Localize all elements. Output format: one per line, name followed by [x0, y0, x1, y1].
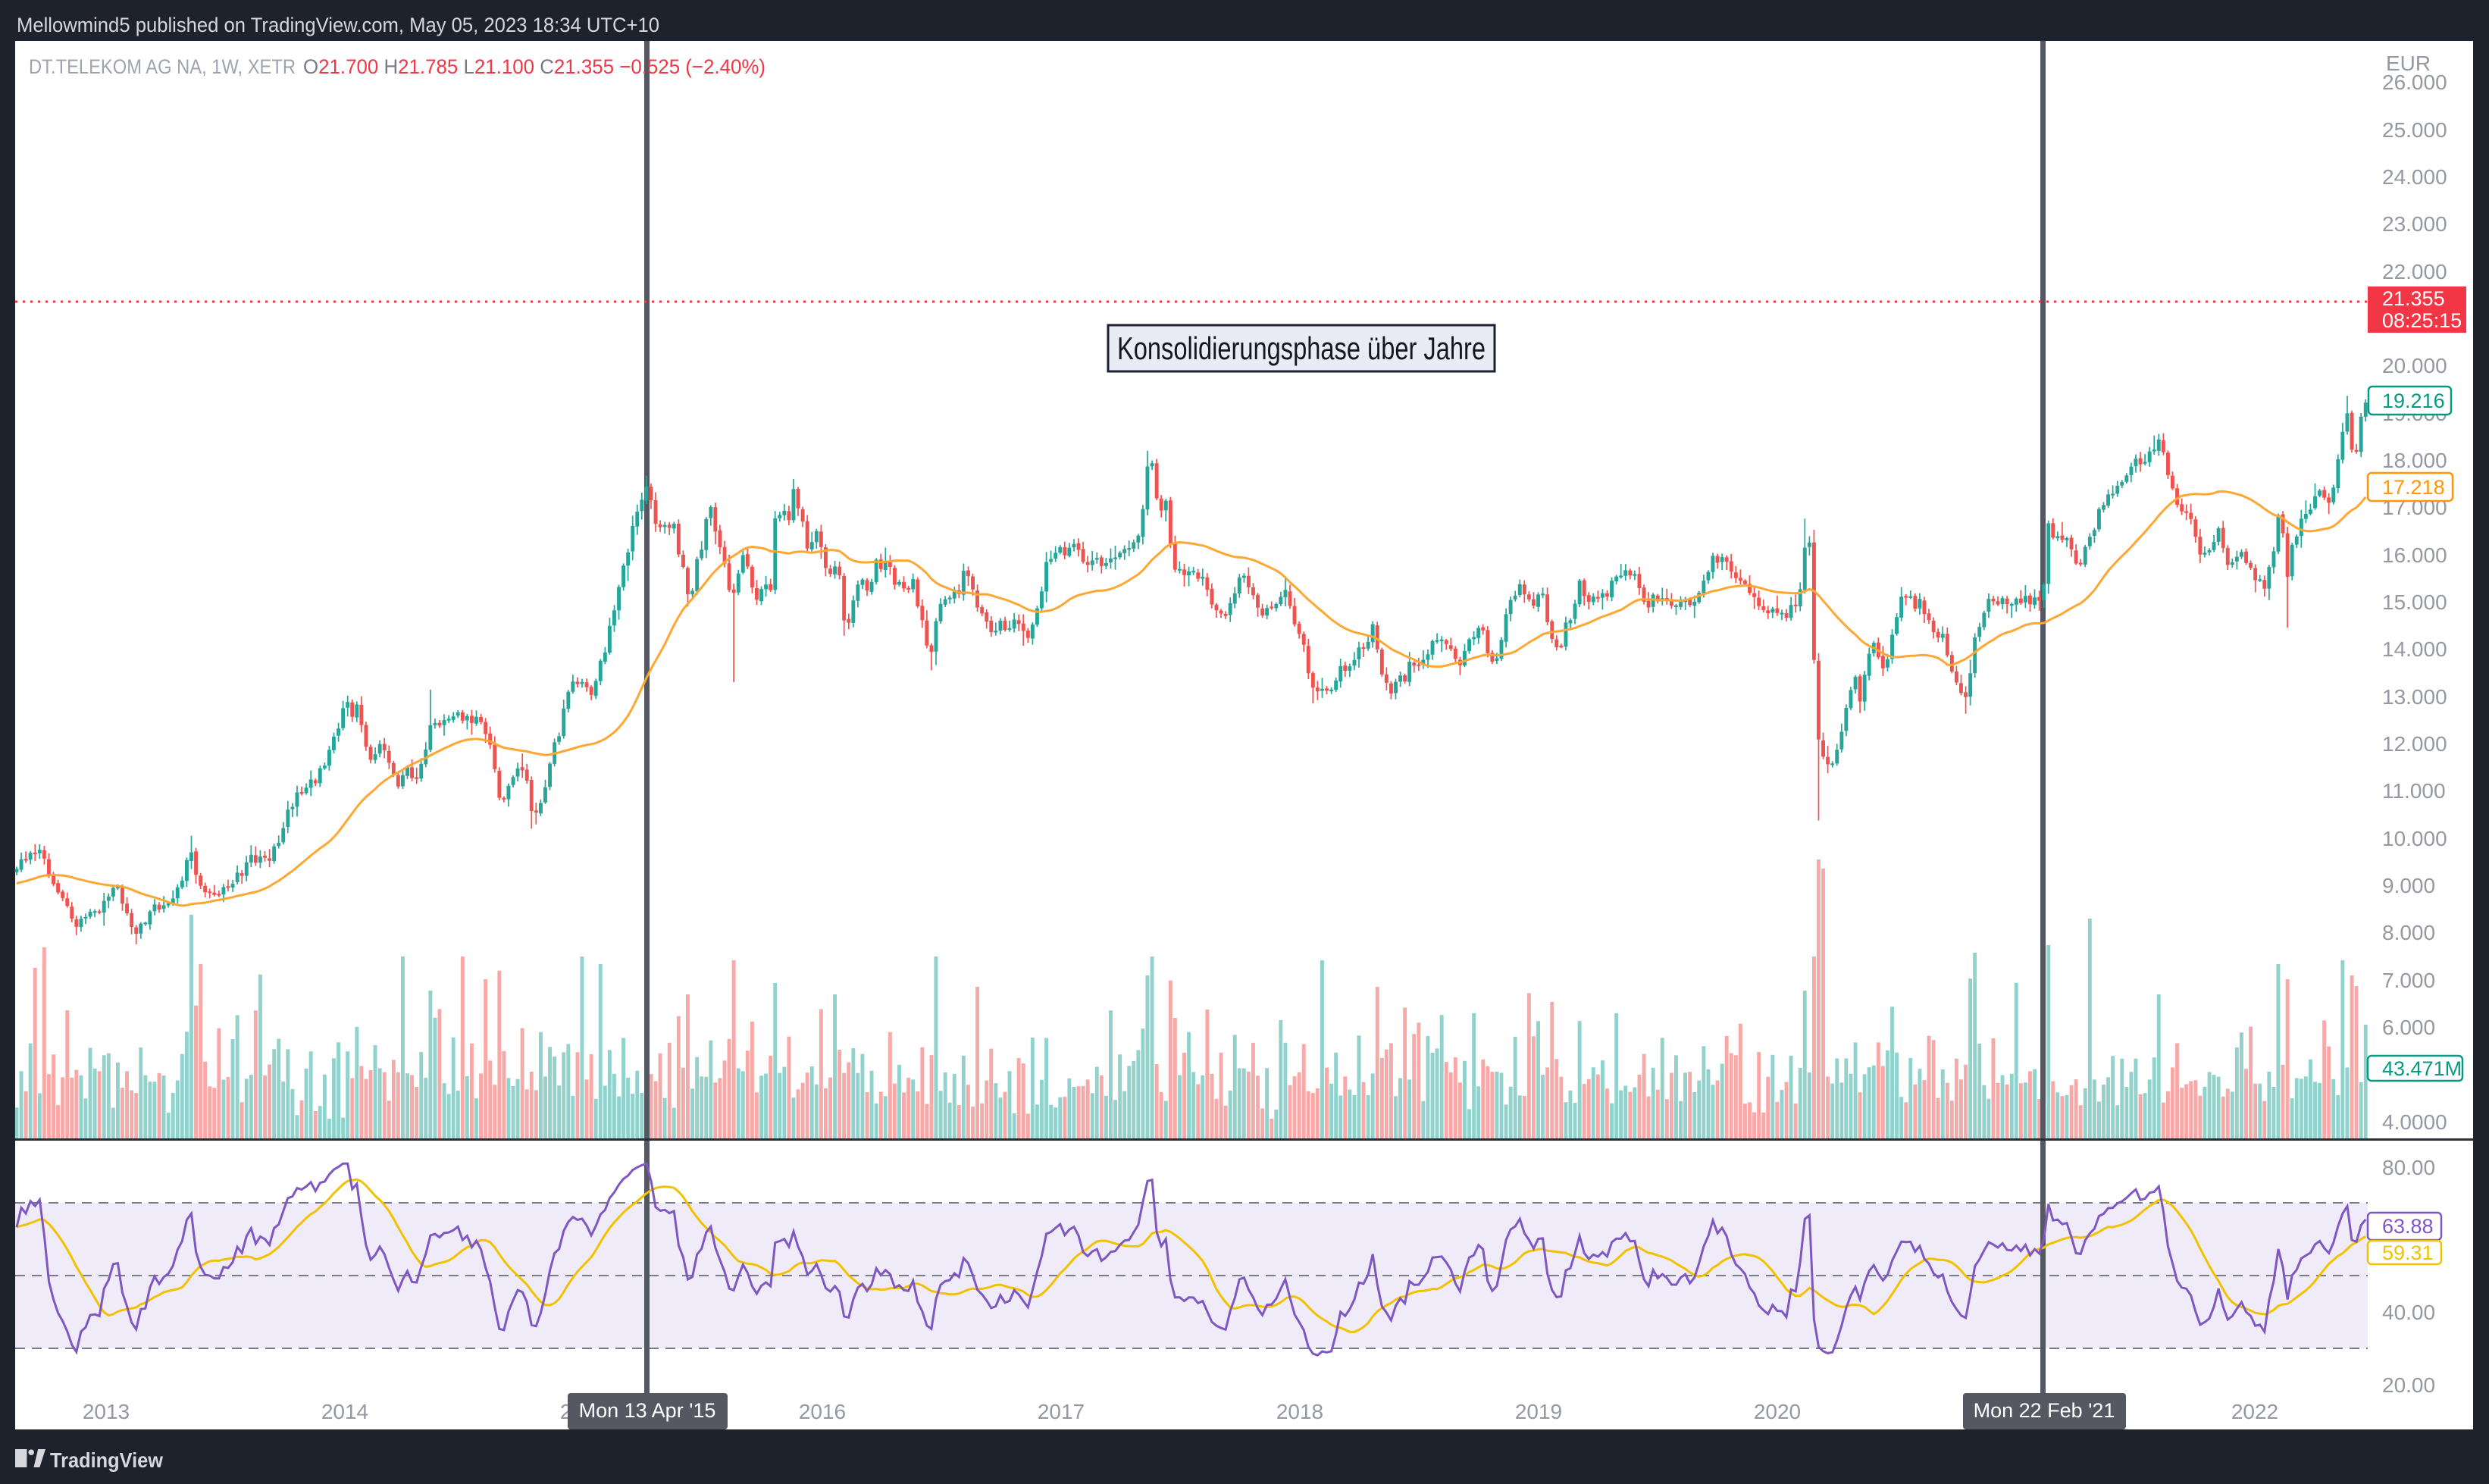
svg-text:2018: 2018 [1276, 1400, 1323, 1423]
svg-text:18.000: 18.000 [2382, 449, 2447, 472]
svg-text:9.000: 9.000 [2382, 874, 2435, 897]
svg-text:19.216: 19.216 [2382, 390, 2445, 412]
svg-text:O21.700 H21.785 L21.100 C21.35: O21.700 H21.785 L21.100 C21.355 −0.525 (… [303, 55, 765, 78]
svg-text:22.000: 22.000 [2382, 260, 2447, 283]
svg-text:25.000: 25.000 [2382, 118, 2447, 142]
svg-text:2022: 2022 [2231, 1400, 2278, 1423]
svg-text:TradingView: TradingView [50, 1448, 163, 1472]
svg-text:16.000: 16.000 [2382, 543, 2447, 567]
svg-text:20.000: 20.000 [2382, 354, 2447, 377]
svg-text:8.000: 8.000 [2382, 921, 2435, 944]
svg-text:7.000: 7.000 [2382, 969, 2435, 992]
svg-text:2019: 2019 [1515, 1400, 1562, 1423]
svg-text:40.00: 40.00 [2382, 1301, 2435, 1324]
svg-text:2016: 2016 [799, 1400, 846, 1423]
svg-text:59.31: 59.31 [2382, 1241, 2434, 1264]
svg-text:43.471M: 43.471M [2382, 1057, 2462, 1080]
svg-text:EUR: EUR [2386, 52, 2431, 75]
svg-text:12.000: 12.000 [2382, 732, 2447, 756]
svg-text:17.218: 17.218 [2382, 476, 2445, 499]
svg-text:Mellowmind5 published on Tradi: Mellowmind5 published on TradingView.com… [17, 14, 659, 36]
svg-text:Mon 22 Feb '21: Mon 22 Feb '21 [1974, 1399, 2115, 1422]
svg-text:Mon 13 Apr '15: Mon 13 Apr '15 [579, 1399, 716, 1422]
svg-text:2020: 2020 [1754, 1400, 1801, 1423]
svg-text:23.000: 23.000 [2382, 212, 2447, 236]
svg-text:24.000: 24.000 [2382, 165, 2447, 189]
svg-text:Konsolidierungsphase über Jahr: Konsolidierungsphase über Jahre [1117, 330, 1486, 366]
svg-text:08:25:15: 08:25:15 [2382, 309, 2462, 332]
svg-text:15.000: 15.000 [2382, 590, 2447, 614]
svg-text:4.0000: 4.0000 [2382, 1110, 2447, 1134]
svg-text:2013: 2013 [83, 1400, 130, 1423]
svg-text:63.88: 63.88 [2382, 1215, 2434, 1238]
svg-text:10.000: 10.000 [2382, 827, 2447, 850]
svg-text:20.00: 20.00 [2382, 1373, 2435, 1397]
svg-text:21.355: 21.355 [2382, 287, 2445, 310]
svg-text:14.000: 14.000 [2382, 637, 2447, 661]
svg-text:80.00: 80.00 [2382, 1156, 2435, 1179]
svg-text:2017: 2017 [1038, 1400, 1085, 1423]
svg-text:2014: 2014 [321, 1400, 368, 1423]
svg-text:6.000: 6.000 [2382, 1016, 2435, 1039]
svg-text:11.000: 11.000 [2382, 779, 2446, 803]
svg-text:13.000: 13.000 [2382, 685, 2447, 709]
svg-text:DT.TELEKOM AG NA, 1W, XETR: DT.TELEKOM AG NA, 1W, XETR [29, 55, 296, 78]
svg-text:26.000: 26.000 [2382, 70, 2447, 94]
